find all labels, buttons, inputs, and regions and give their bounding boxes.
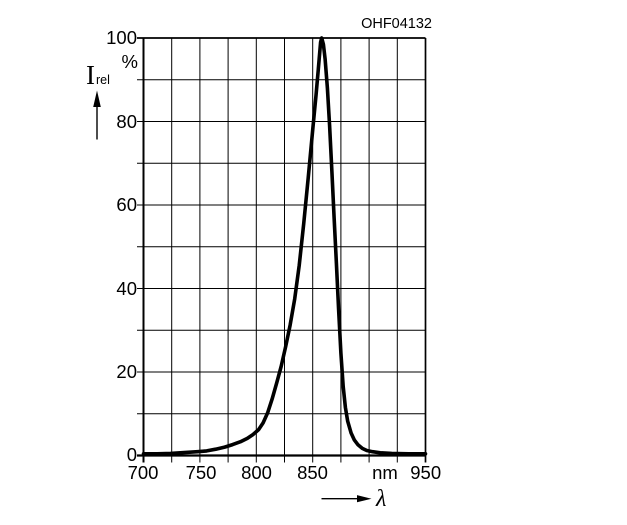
spectrum-curve [141,36,428,456]
plot-grid [137,37,427,463]
y-tick-label: 40 [116,277,137,299]
x-tick-label: 800 [241,462,272,483]
y-tick-label: 20 [116,360,137,382]
y-tick-label: 80 [116,110,137,132]
y-tick-label: 100 [106,27,137,48]
x-tick-label: 850 [297,462,328,483]
y-axis-unit-label: % [121,50,138,72]
x-tick-label: 750 [185,462,217,483]
x-tick-label: 950 [410,462,442,483]
y-axis-quantity-subscript: rel [96,73,110,87]
y-tick-label: 60 [116,194,137,216]
x-axis-unit-label: nm [372,462,398,483]
figure-id-label: OHF04132 [361,16,432,32]
x-axis-quantity-label: λ [376,486,387,512]
x-tick-label: 700 [127,462,159,483]
x-axis-arrow-icon [321,495,372,503]
y-tick-label: 0 [126,444,137,466]
y-axis-arrow-icon [93,90,101,140]
y-axis-quantity-symbol: I [86,60,95,90]
